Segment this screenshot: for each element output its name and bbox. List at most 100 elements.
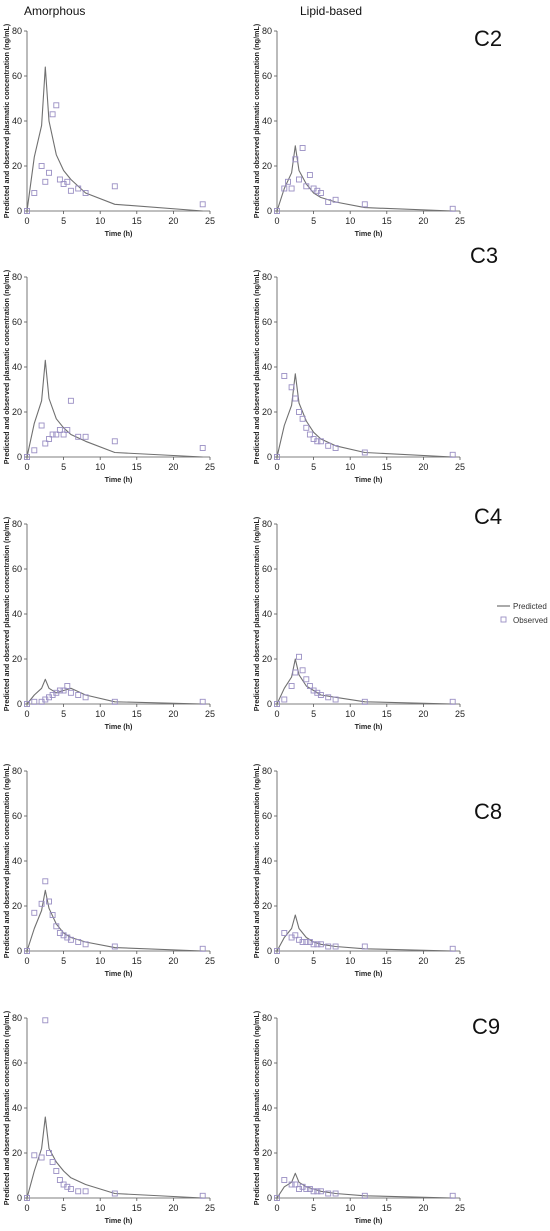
observed-point <box>64 427 71 433</box>
observed-point <box>111 438 118 445</box>
column-title-lipid-based: Lipid-based <box>300 4 363 18</box>
x-tick-label: 0 <box>24 709 29 719</box>
observed-point <box>56 687 63 694</box>
y-tick-label: 0 <box>17 699 22 709</box>
y-tick-label: 40 <box>262 362 272 372</box>
x-tick-label: 0 <box>24 956 29 966</box>
y-tick-label: 60 <box>12 811 22 821</box>
observed-point <box>288 185 295 192</box>
x-axis-title: Time (h) <box>105 722 133 731</box>
x-tick-label: 20 <box>418 216 428 226</box>
observed-point <box>38 900 45 907</box>
observed-point <box>31 698 38 705</box>
observed-point <box>60 687 67 694</box>
observed-point <box>285 178 291 185</box>
y-tick-label: 80 <box>262 766 272 776</box>
x-tick-label: 20 <box>418 956 428 966</box>
observed-point <box>24 701 30 707</box>
observed-point <box>56 427 63 433</box>
observed-point <box>64 178 71 185</box>
x-tick-label: 15 <box>132 956 142 966</box>
y-tick-label: 40 <box>12 856 22 866</box>
observed-point <box>82 190 89 196</box>
predicted-line <box>26 359 203 458</box>
observed-point <box>42 178 49 185</box>
observed-point <box>299 415 306 422</box>
y-tick-label: 80 <box>12 26 22 36</box>
observed-point <box>332 1190 339 1197</box>
observed-point <box>325 694 332 701</box>
observed-point <box>67 1186 74 1192</box>
legend-predicted-label: Predicted <box>513 602 547 611</box>
observed-point <box>42 1017 49 1024</box>
x-tick-label: 10 <box>345 216 355 226</box>
y-tick-label: 60 <box>12 564 22 574</box>
observed-point <box>274 948 280 954</box>
observed-point <box>325 199 332 205</box>
y-axis-title: Predicted and observed plasmatic concent… <box>252 269 261 464</box>
observed-point <box>46 169 52 176</box>
x-tick-label: 5 <box>61 1203 66 1213</box>
observed-point <box>325 1190 332 1197</box>
observed-point <box>60 431 67 438</box>
x-axis-title: Time (h) <box>355 475 383 484</box>
x-tick-label: 20 <box>168 1203 178 1213</box>
x-axis-title: Time (h) <box>105 475 133 484</box>
observed-point <box>53 923 60 930</box>
x-tick-label: 15 <box>132 1203 142 1213</box>
x-tick-label: 15 <box>132 216 142 226</box>
x-tick-label: 15 <box>382 462 392 472</box>
observed-point <box>292 1181 299 1188</box>
x-tick-label: 10 <box>95 216 105 226</box>
observed-point <box>24 1195 30 1201</box>
observed-point <box>53 431 60 438</box>
predicted-line <box>26 1116 203 1199</box>
column-title-amorphous: Amorphous <box>24 4 86 18</box>
x-tick-label: 10 <box>95 956 105 966</box>
x-tick-label: 5 <box>311 709 316 719</box>
y-tick-label: 20 <box>12 161 22 171</box>
row-label-c8: C8 <box>474 799 503 824</box>
y-axis-title: Predicted and observed plasmatic concent… <box>252 1010 261 1205</box>
y-tick-label: 40 <box>12 1103 22 1113</box>
x-tick-label: 0 <box>274 216 279 226</box>
x-tick-label: 20 <box>168 709 178 719</box>
x-tick-label: 25 <box>455 956 465 966</box>
observed-point <box>111 1190 118 1197</box>
x-tick-label: 15 <box>382 1203 392 1213</box>
observed-point <box>296 409 302 415</box>
observed-point <box>281 930 288 936</box>
observed-point <box>64 683 71 689</box>
observed-point <box>56 176 63 183</box>
y-tick-label: 0 <box>267 1193 272 1203</box>
observed-point <box>274 1195 280 1201</box>
x-axis-title: Time (h) <box>105 229 133 238</box>
predicted-line <box>276 658 453 705</box>
observed-point <box>46 1150 52 1156</box>
x-tick-label: 10 <box>345 1203 355 1213</box>
y-tick-label: 20 <box>12 654 22 664</box>
x-tick-label: 10 <box>95 1203 105 1213</box>
y-tick-label: 0 <box>17 946 22 956</box>
observed-point <box>199 945 206 952</box>
y-tick-label: 80 <box>262 519 272 529</box>
observed-point <box>82 433 89 440</box>
y-tick-label: 80 <box>262 1013 272 1023</box>
x-axis-title: Time (h) <box>355 1216 383 1225</box>
observed-point <box>306 172 313 178</box>
y-tick-label: 60 <box>12 1058 22 1068</box>
observed-point <box>281 1177 288 1183</box>
y-axis-title: Predicted and observed plasmatic concent… <box>2 23 11 218</box>
panel-c4-amorphous: 0 20 40 60 80 0 5 10 15 20 25 Time (h) Predicted and… <box>2 516 215 731</box>
x-tick-label: 10 <box>345 956 355 966</box>
y-tick-label: 40 <box>262 856 272 866</box>
observed-point <box>325 943 332 950</box>
observed-point <box>332 943 339 950</box>
observed-point <box>317 692 324 698</box>
observed-point <box>42 878 49 885</box>
x-tick-label: 20 <box>418 462 428 472</box>
predicted-line <box>276 145 453 212</box>
y-tick-label: 0 <box>267 946 272 956</box>
y-tick-label: 60 <box>12 71 22 81</box>
